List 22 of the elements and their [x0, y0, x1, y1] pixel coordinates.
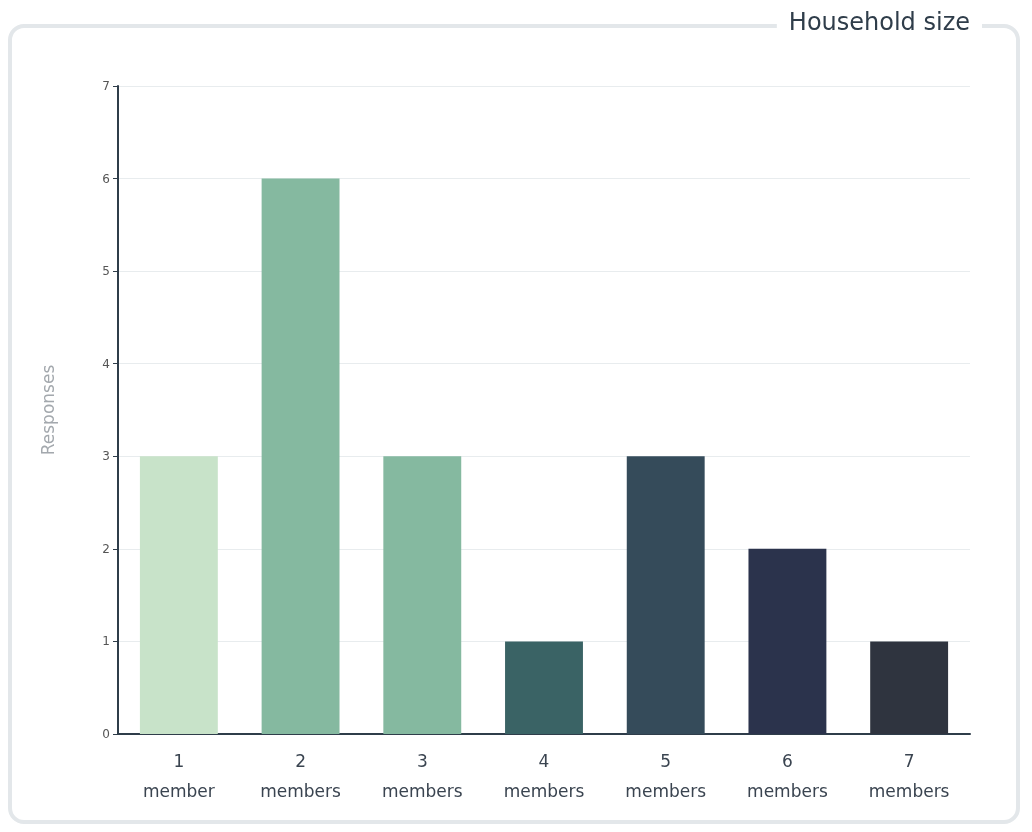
- bar: [626, 456, 705, 734]
- y-tick-label: 5: [102, 264, 110, 279]
- bar: [139, 456, 218, 734]
- bar: [383, 456, 462, 734]
- x-tick-label: 1 member: [142, 751, 215, 801]
- x-tick-label: 2 members: [260, 751, 342, 801]
- y-tick-label: 0: [102, 727, 110, 741]
- y-tick-label: 7: [102, 79, 110, 93]
- bar: [505, 641, 583, 734]
- x-tick-label: 7 members: [868, 751, 950, 801]
- x-tick-label: 6 members: [747, 751, 828, 801]
- y-tick-label: 4: [102, 356, 110, 371]
- y-tick-label: 6: [102, 171, 110, 186]
- y-axis-title: Responses: [37, 364, 58, 456]
- x-tick-label: 3 members: [381, 751, 463, 801]
- chart-title: Household size: [788, 8, 970, 36]
- y-tick-label: 2: [102, 541, 110, 556]
- x-tick-label: 5 members: [625, 751, 707, 801]
- bar: [261, 178, 340, 734]
- y-tick-label: 1: [102, 634, 110, 649]
- y-tick-label: 3: [102, 449, 110, 464]
- x-tick-label: 4 members: [503, 751, 585, 801]
